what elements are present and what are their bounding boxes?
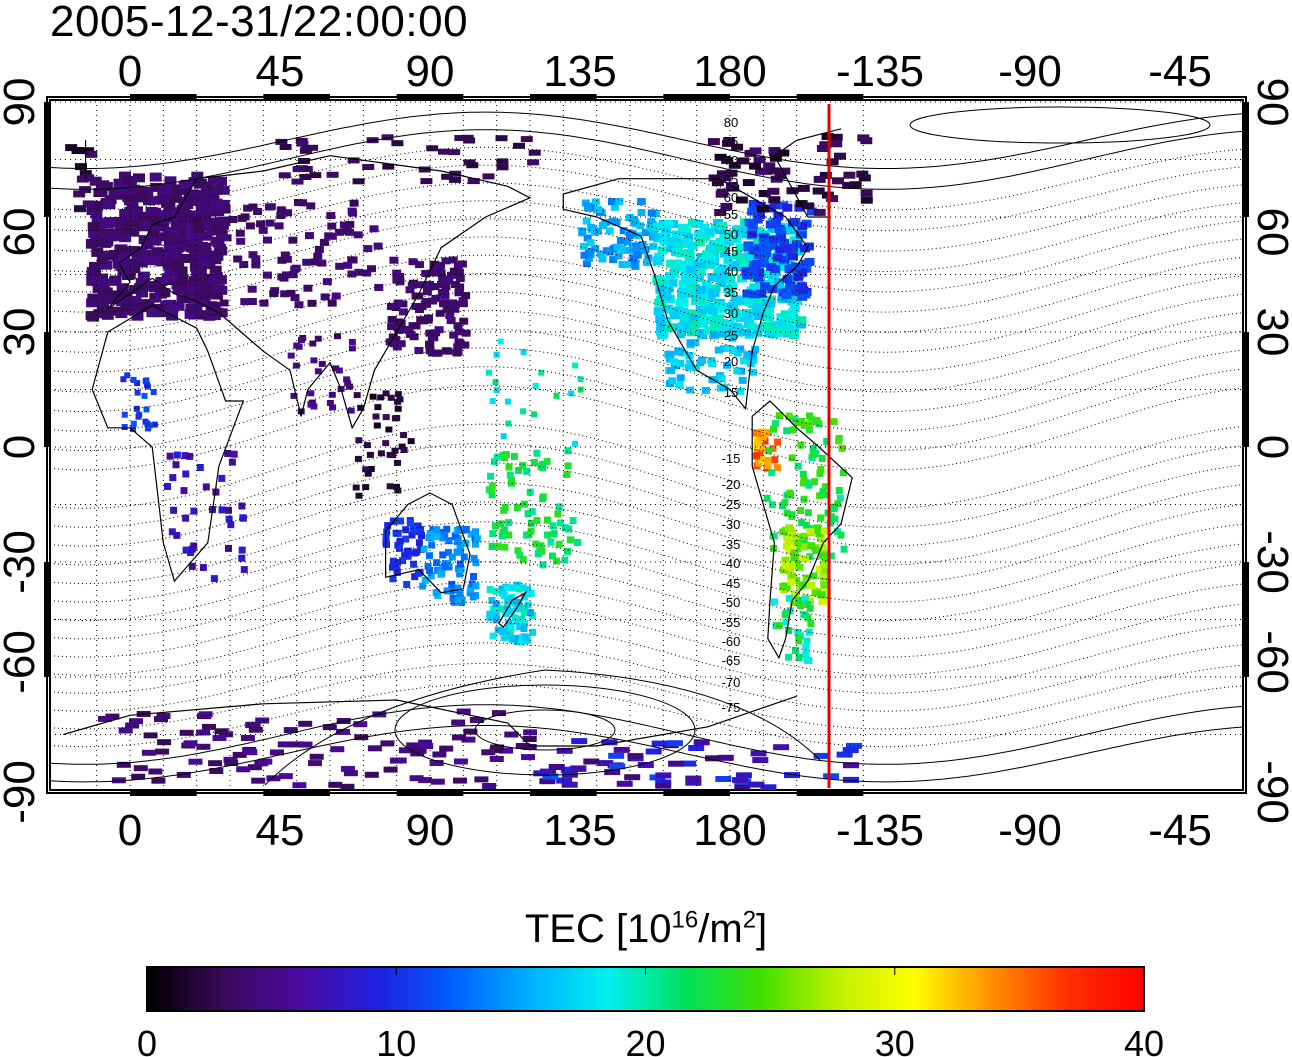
- contour-label: 75: [724, 134, 738, 149]
- lon-tick-bottom: -45: [1148, 806, 1212, 855]
- contour-label: -35: [722, 537, 741, 552]
- lat-tick-right: -30: [1248, 530, 1292, 594]
- lon-tick-bottom: 180: [693, 806, 766, 855]
- contour-label: -30: [722, 517, 741, 532]
- contour-label: 30: [724, 306, 738, 321]
- lat-tick-right: 90: [1248, 78, 1292, 127]
- tec-data-layer: [65, 133, 873, 790]
- lat-tick-right: -90: [1248, 760, 1292, 824]
- timestamp-title: 2005-12-31/22:00:00: [50, 0, 469, 46]
- contour-label: 20: [724, 354, 738, 369]
- lat-tick-right: 60: [1248, 208, 1292, 257]
- contour-label: -75: [722, 700, 741, 715]
- lon-tick-top: 135: [543, 47, 616, 96]
- lon-tick-bottom: -90: [998, 806, 1062, 855]
- coastlines: [63, 128, 853, 747]
- contour-label: 35: [724, 285, 738, 300]
- lat-tick-right: 0: [1248, 435, 1292, 459]
- lat-tick-left: 30: [0, 308, 44, 357]
- lon-tick-top: -135: [836, 47, 924, 96]
- lat-tick-left: 0: [0, 435, 44, 459]
- contour-label: -55: [722, 615, 741, 630]
- lon-tick-top: 45: [256, 47, 305, 96]
- contour-label: -25: [722, 497, 741, 512]
- contour-label: -70: [722, 675, 741, 690]
- contour-label: -65: [722, 653, 741, 668]
- lat-tick-left: -90: [0, 760, 44, 824]
- lat-tick-right: -60: [1248, 630, 1292, 694]
- lon-tick-top: 90: [406, 47, 455, 96]
- lon-tick-top: -45: [1148, 47, 1212, 96]
- colorbar-tick-label: 40: [1124, 1023, 1164, 1057]
- lon-tick-bottom: 90: [406, 806, 455, 855]
- contour-label: 55: [724, 207, 738, 222]
- lon-tick-bottom: -135: [836, 806, 924, 855]
- contour-label: -60: [722, 634, 741, 649]
- lon-tick-bottom: 135: [543, 806, 616, 855]
- lat-tick-right: 30: [1248, 308, 1292, 357]
- contour-label: 65: [724, 172, 738, 187]
- lon-tick-top: 0: [118, 47, 142, 96]
- colorbar-tick-label: 30: [875, 1023, 915, 1057]
- frame-ticks: [44, 94, 1249, 796]
- contour-label: 80: [724, 115, 738, 130]
- contour-label: 45: [724, 244, 738, 259]
- contour-label: -40: [722, 556, 741, 571]
- lat-tick-left: 60: [0, 208, 44, 257]
- contour-label: 15: [724, 385, 738, 400]
- contour-label: 25: [724, 328, 738, 343]
- lat-tick-left: -30: [0, 530, 44, 594]
- lon-tick-bottom: 45: [256, 806, 305, 855]
- contour-label: 60: [724, 190, 738, 205]
- contour-label: -45: [722, 576, 741, 591]
- contour-label: -20: [722, 477, 741, 492]
- contour-label: 70: [724, 153, 738, 168]
- colorbar-tick-label: 10: [376, 1023, 416, 1057]
- colorbar-tick-label: 20: [625, 1023, 665, 1057]
- lat-tick-left: -60: [0, 630, 44, 694]
- contour-labels: 80 75 70 65 60 55 50 45 40 35 30 25 20 15 -15 -20 -25 -30…: [722, 115, 741, 715]
- magnetic-contours: [50, 106, 1243, 786]
- contour-label: -15: [722, 451, 741, 466]
- colorbar-tick-label: 0: [137, 1023, 157, 1057]
- contour-label: -50: [722, 595, 741, 610]
- contour-label: 40: [724, 264, 738, 279]
- lat-tick-left: 90: [0, 78, 44, 127]
- axis-labels: 0045459090135135180180-135-135-90-90-45-…: [0, 47, 1292, 855]
- lon-tick-top: -90: [998, 47, 1062, 96]
- colorbar-ticks: 0 10 20 30 40: [137, 967, 1164, 1057]
- colorbar-title: TEC [1016/m2]: [524, 906, 768, 951]
- lon-tick-bottom: 0: [118, 806, 142, 855]
- lon-tick-top: 180: [693, 47, 766, 96]
- contour-label: 50: [724, 227, 738, 242]
